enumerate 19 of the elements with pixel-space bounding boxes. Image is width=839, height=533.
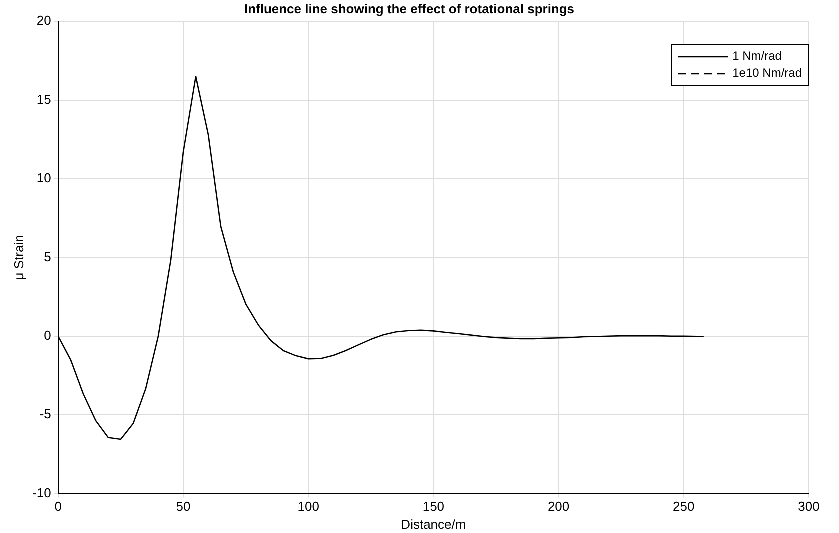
y-tick-label: 5 xyxy=(44,249,52,264)
x-tick-label: 0 xyxy=(54,499,62,514)
x-tick-label: 300 xyxy=(798,499,820,514)
x-tick-label: 50 xyxy=(176,499,191,514)
x-tick-label: 150 xyxy=(422,499,445,514)
y-tick-label: 15 xyxy=(36,92,52,107)
x-tick-label: 200 xyxy=(548,499,570,514)
legend-label: 1e10 Nm/rad xyxy=(732,65,802,82)
y-tick-label: 10 xyxy=(36,170,52,186)
x-tick-label: 100 xyxy=(298,499,320,514)
y-tick-label: 20 xyxy=(36,13,52,28)
x-axis-title: Distance/m xyxy=(401,516,466,532)
y-tick-label: -5 xyxy=(40,406,52,422)
y-tick-label: 0 xyxy=(44,328,52,343)
y-tick-label: -10 xyxy=(32,485,52,500)
legend-label: 1 Nm/rad xyxy=(732,48,782,65)
chart-title: Influence line showing the effect of rotational springs xyxy=(244,1,575,16)
y-axis-title: μ Strain xyxy=(11,235,26,280)
x-tick-label: 250 xyxy=(673,499,695,514)
